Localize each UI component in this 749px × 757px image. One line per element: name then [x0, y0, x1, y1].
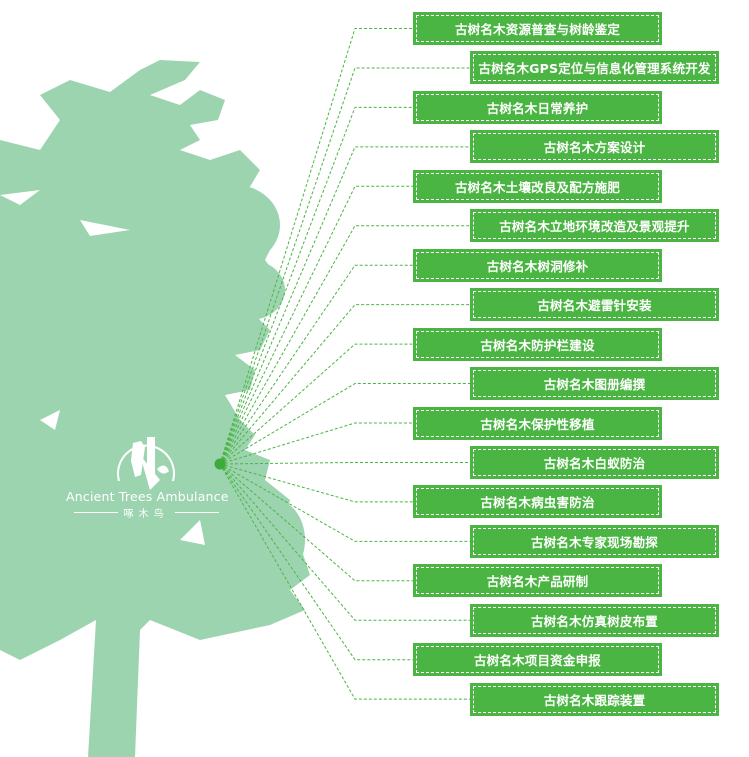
service-box: 古树名木土壤改良及配方施肥	[413, 169, 662, 203]
connector-line	[219, 422, 413, 465]
service-label: 古树名木产品研制	[416, 567, 659, 595]
service-box: 古树名木图册编撰	[470, 367, 719, 401]
logo-subtitle: 啄木鸟	[66, 505, 226, 520]
service-box: 古树名木资源普查与树龄鉴定	[413, 12, 662, 45]
service-box: 古树名木仿真树皮布置	[470, 603, 719, 637]
service-label: 古树名木方案设计	[473, 133, 716, 161]
service-box: 古树名木立地环境改造及景观提升	[470, 209, 719, 243]
service-label: 古树名木资源普查与树龄鉴定	[416, 15, 659, 42]
service-box: 古树名木保护性移植	[413, 406, 662, 440]
connector-line	[219, 185, 413, 465]
connector-line	[219, 225, 470, 465]
connector-line	[219, 28, 413, 465]
hub-dot	[214, 458, 226, 470]
service-box: 古树名木产品研制	[413, 564, 662, 598]
connector-line	[219, 463, 470, 621]
service-label: 古树名木避雷针安装	[473, 291, 716, 319]
connector-line	[219, 463, 470, 700]
divider	[174, 512, 219, 513]
service-box: 古树名木避雷针安装	[470, 288, 719, 322]
service-box: 古树名木GPS定位与信息化管理系统开发	[470, 51, 719, 85]
connector-line	[219, 264, 413, 465]
connector-line	[219, 383, 470, 465]
connector-line	[219, 461, 470, 465]
logo-title-en: Ancient Trees Ambulance	[66, 489, 229, 504]
connector-lines	[219, 28, 470, 700]
logo-title-cn: 啄木鸟	[123, 509, 169, 520]
connector-line	[219, 463, 413, 503]
service-box: 古树名木项目资金申报	[413, 643, 662, 677]
service-label: 古树名木跟踪装置	[473, 685, 716, 713]
connector-line	[219, 106, 413, 465]
service-label: 古树名木立地环境改造及景观提升	[473, 212, 716, 240]
connector-line	[219, 304, 470, 465]
service-label: 古树名木日常养护	[416, 93, 659, 121]
connector-line	[219, 343, 413, 465]
service-label: 古树名木病虫害防治	[416, 488, 659, 516]
woodpecker-logo-icon	[117, 437, 175, 482]
service-label: 古树名木保护性移植	[416, 409, 659, 437]
service-label: 古树名木土壤改良及配方施肥	[416, 172, 659, 200]
service-label: 古树名木树洞修补	[416, 251, 659, 279]
service-box: 古树名木白蚁防治	[470, 445, 719, 479]
service-box: 古树名木防护栏建设	[413, 327, 662, 361]
divider	[73, 512, 118, 513]
service-box: 古树名木方案设计	[470, 130, 719, 164]
connector-line	[219, 463, 413, 582]
service-box: 古树名木树洞修补	[413, 248, 662, 282]
tree-crown	[0, 60, 310, 757]
service-box: 古树名木病虫害防治	[413, 485, 662, 519]
connector-line	[219, 463, 413, 661]
tree-gaps	[0, 190, 205, 545]
service-label: 古树名木GPS定位与信息化管理系统开发	[473, 54, 716, 82]
service-box: 古树名木专家现场勘探	[470, 524, 719, 558]
service-box: 古树名木日常养护	[413, 90, 662, 124]
service-label: 古树名木仿真树皮布置	[473, 606, 716, 634]
service-label: 古树名木防护栏建设	[416, 330, 659, 358]
connector-line	[219, 146, 470, 465]
connector-line	[219, 463, 470, 542]
service-label: 古树名木白蚁防治	[473, 448, 716, 476]
service-label: 古树名木图册编撰	[473, 370, 716, 398]
service-label: 古树名木项目资金申报	[416, 646, 659, 674]
service-box: 古树名木跟踪装置	[470, 682, 719, 716]
logo: Ancient Trees Ambulance 啄木鸟	[66, 425, 229, 520]
service-label: 古树名木专家现场勘探	[473, 527, 716, 555]
connector-line	[219, 67, 470, 465]
